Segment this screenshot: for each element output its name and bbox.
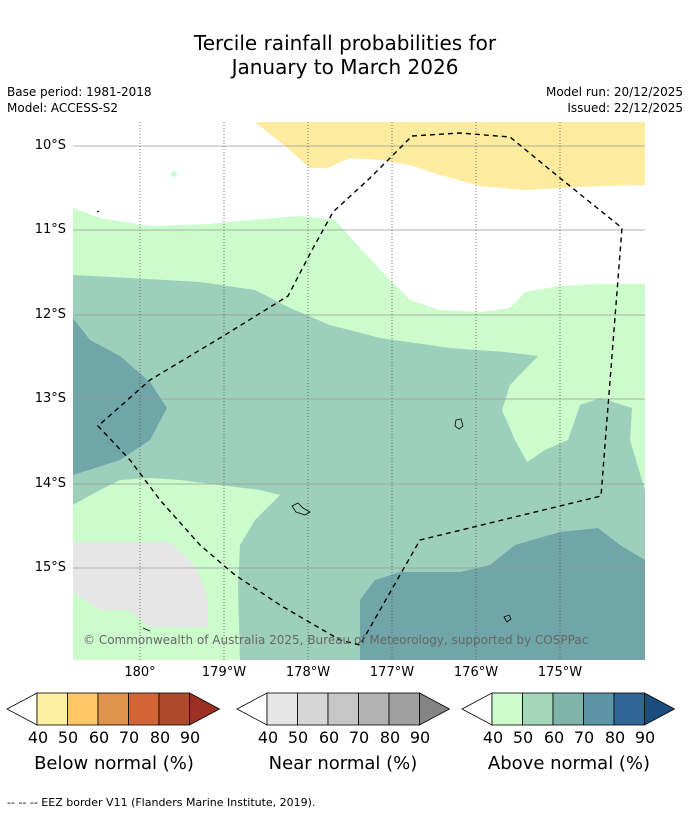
colorbar-below-normal bbox=[6, 692, 221, 726]
cb-near-tick: 50 bbox=[287, 728, 309, 747]
island-north bbox=[96, 210, 100, 213]
latitude-gridlines bbox=[73, 145, 645, 569]
cb-above-tick: 70 bbox=[573, 728, 595, 747]
cb-below-tick: 90 bbox=[179, 728, 201, 747]
colorbar-extend-high bbox=[644, 692, 676, 726]
cb-below-tick: 80 bbox=[149, 728, 171, 747]
island-center bbox=[291, 502, 311, 516]
cb-below-tick: 60 bbox=[88, 728, 110, 747]
colorbar-extend-high bbox=[189, 692, 221, 726]
colorbar-segment bbox=[158, 692, 190, 726]
y-tick-label: 10°S bbox=[34, 138, 66, 153]
colorbar-segment bbox=[552, 692, 584, 726]
colorbar-segment bbox=[97, 692, 129, 726]
cb-above-tick: 50 bbox=[512, 728, 534, 747]
below-normal-40-region bbox=[255, 122, 645, 190]
colorbar-segment bbox=[583, 692, 615, 726]
island-southeast bbox=[503, 614, 512, 623]
colorbar-segment bbox=[388, 692, 420, 726]
issued-date: Issued: 22/12/2025 bbox=[567, 101, 683, 115]
base-period: Base period: 1981-2018 bbox=[7, 85, 152, 99]
cb-below-title: Below normal (%) bbox=[34, 753, 194, 774]
cb-above-tick: 40 bbox=[482, 728, 504, 747]
cb-below-tick: 70 bbox=[118, 728, 140, 747]
eez-border bbox=[96, 132, 623, 646]
colorbar-extend-low bbox=[6, 692, 38, 726]
colorbar-extend-low bbox=[461, 692, 493, 726]
colorbar-extend-high bbox=[419, 692, 451, 726]
cb-near-tick: 70 bbox=[348, 728, 370, 747]
cb-below-tick: 50 bbox=[57, 728, 79, 747]
cb-near-title: Near normal (%) bbox=[268, 753, 418, 774]
colorbar-near-normal bbox=[236, 692, 451, 726]
cb-near-tick: 60 bbox=[318, 728, 340, 747]
colorbar-segment bbox=[522, 692, 554, 726]
colorbar-segment bbox=[36, 692, 68, 726]
colorbar-segment bbox=[613, 692, 645, 726]
cb-near-tick: 40 bbox=[257, 728, 279, 747]
colorbar-segment bbox=[128, 692, 160, 726]
cb-near-tick: 80 bbox=[379, 728, 401, 747]
colorbar-segment bbox=[491, 692, 523, 726]
island-southwest bbox=[142, 627, 151, 632]
above-normal-60-region-west bbox=[73, 318, 167, 475]
map-title-line2: January to March 2026 bbox=[231, 55, 459, 79]
cb-above-tick: 60 bbox=[543, 728, 565, 747]
colorbar-above-normal bbox=[461, 692, 676, 726]
island-east bbox=[454, 418, 464, 430]
eez-footnote: -- -- -- EEZ border V11 (Flanders Marine… bbox=[7, 796, 316, 809]
colorbar-extend-low bbox=[236, 692, 268, 726]
y-tick-label: 11°S bbox=[34, 222, 66, 237]
model-name: Model: ACCESS-S2 bbox=[7, 101, 119, 115]
colorbar-segment bbox=[327, 692, 359, 726]
x-tick-label: 177°W bbox=[369, 665, 415, 680]
cb-above-tick: 90 bbox=[634, 728, 656, 747]
model-run: Model run: 20/12/2025 bbox=[545, 85, 683, 99]
above-normal-60-region-southeast bbox=[360, 528, 645, 660]
map-title-line1: Tercile rainfall probabilities for bbox=[193, 31, 497, 55]
x-tick-label: 175°W bbox=[537, 665, 583, 680]
near-normal-40-region bbox=[73, 542, 208, 627]
colorbar-segment bbox=[67, 692, 99, 726]
colorbar-segment bbox=[358, 692, 390, 726]
small-green-patch bbox=[171, 171, 177, 177]
colorbar-segment bbox=[297, 692, 329, 726]
x-tick-label: 179°W bbox=[201, 665, 247, 680]
cb-above-tick: 80 bbox=[604, 728, 626, 747]
y-tick-label: 15°S bbox=[34, 560, 66, 575]
colorbar-segment bbox=[266, 692, 298, 726]
x-tick-label: 176°W bbox=[453, 665, 499, 680]
cb-below-tick: 40 bbox=[27, 728, 49, 747]
cb-above-title: Above normal (%) bbox=[487, 753, 651, 774]
y-tick-label: 13°S bbox=[34, 391, 66, 406]
x-tick-label: 180° bbox=[124, 665, 156, 680]
x-tick-label: 178°W bbox=[285, 665, 331, 680]
y-tick-label: 14°S bbox=[34, 476, 66, 491]
cb-near-tick: 90 bbox=[409, 728, 431, 747]
y-tick-label: 12°S bbox=[34, 307, 66, 322]
copyright-text: © Commonwealth of Australia 2025, Bureau… bbox=[83, 633, 589, 647]
